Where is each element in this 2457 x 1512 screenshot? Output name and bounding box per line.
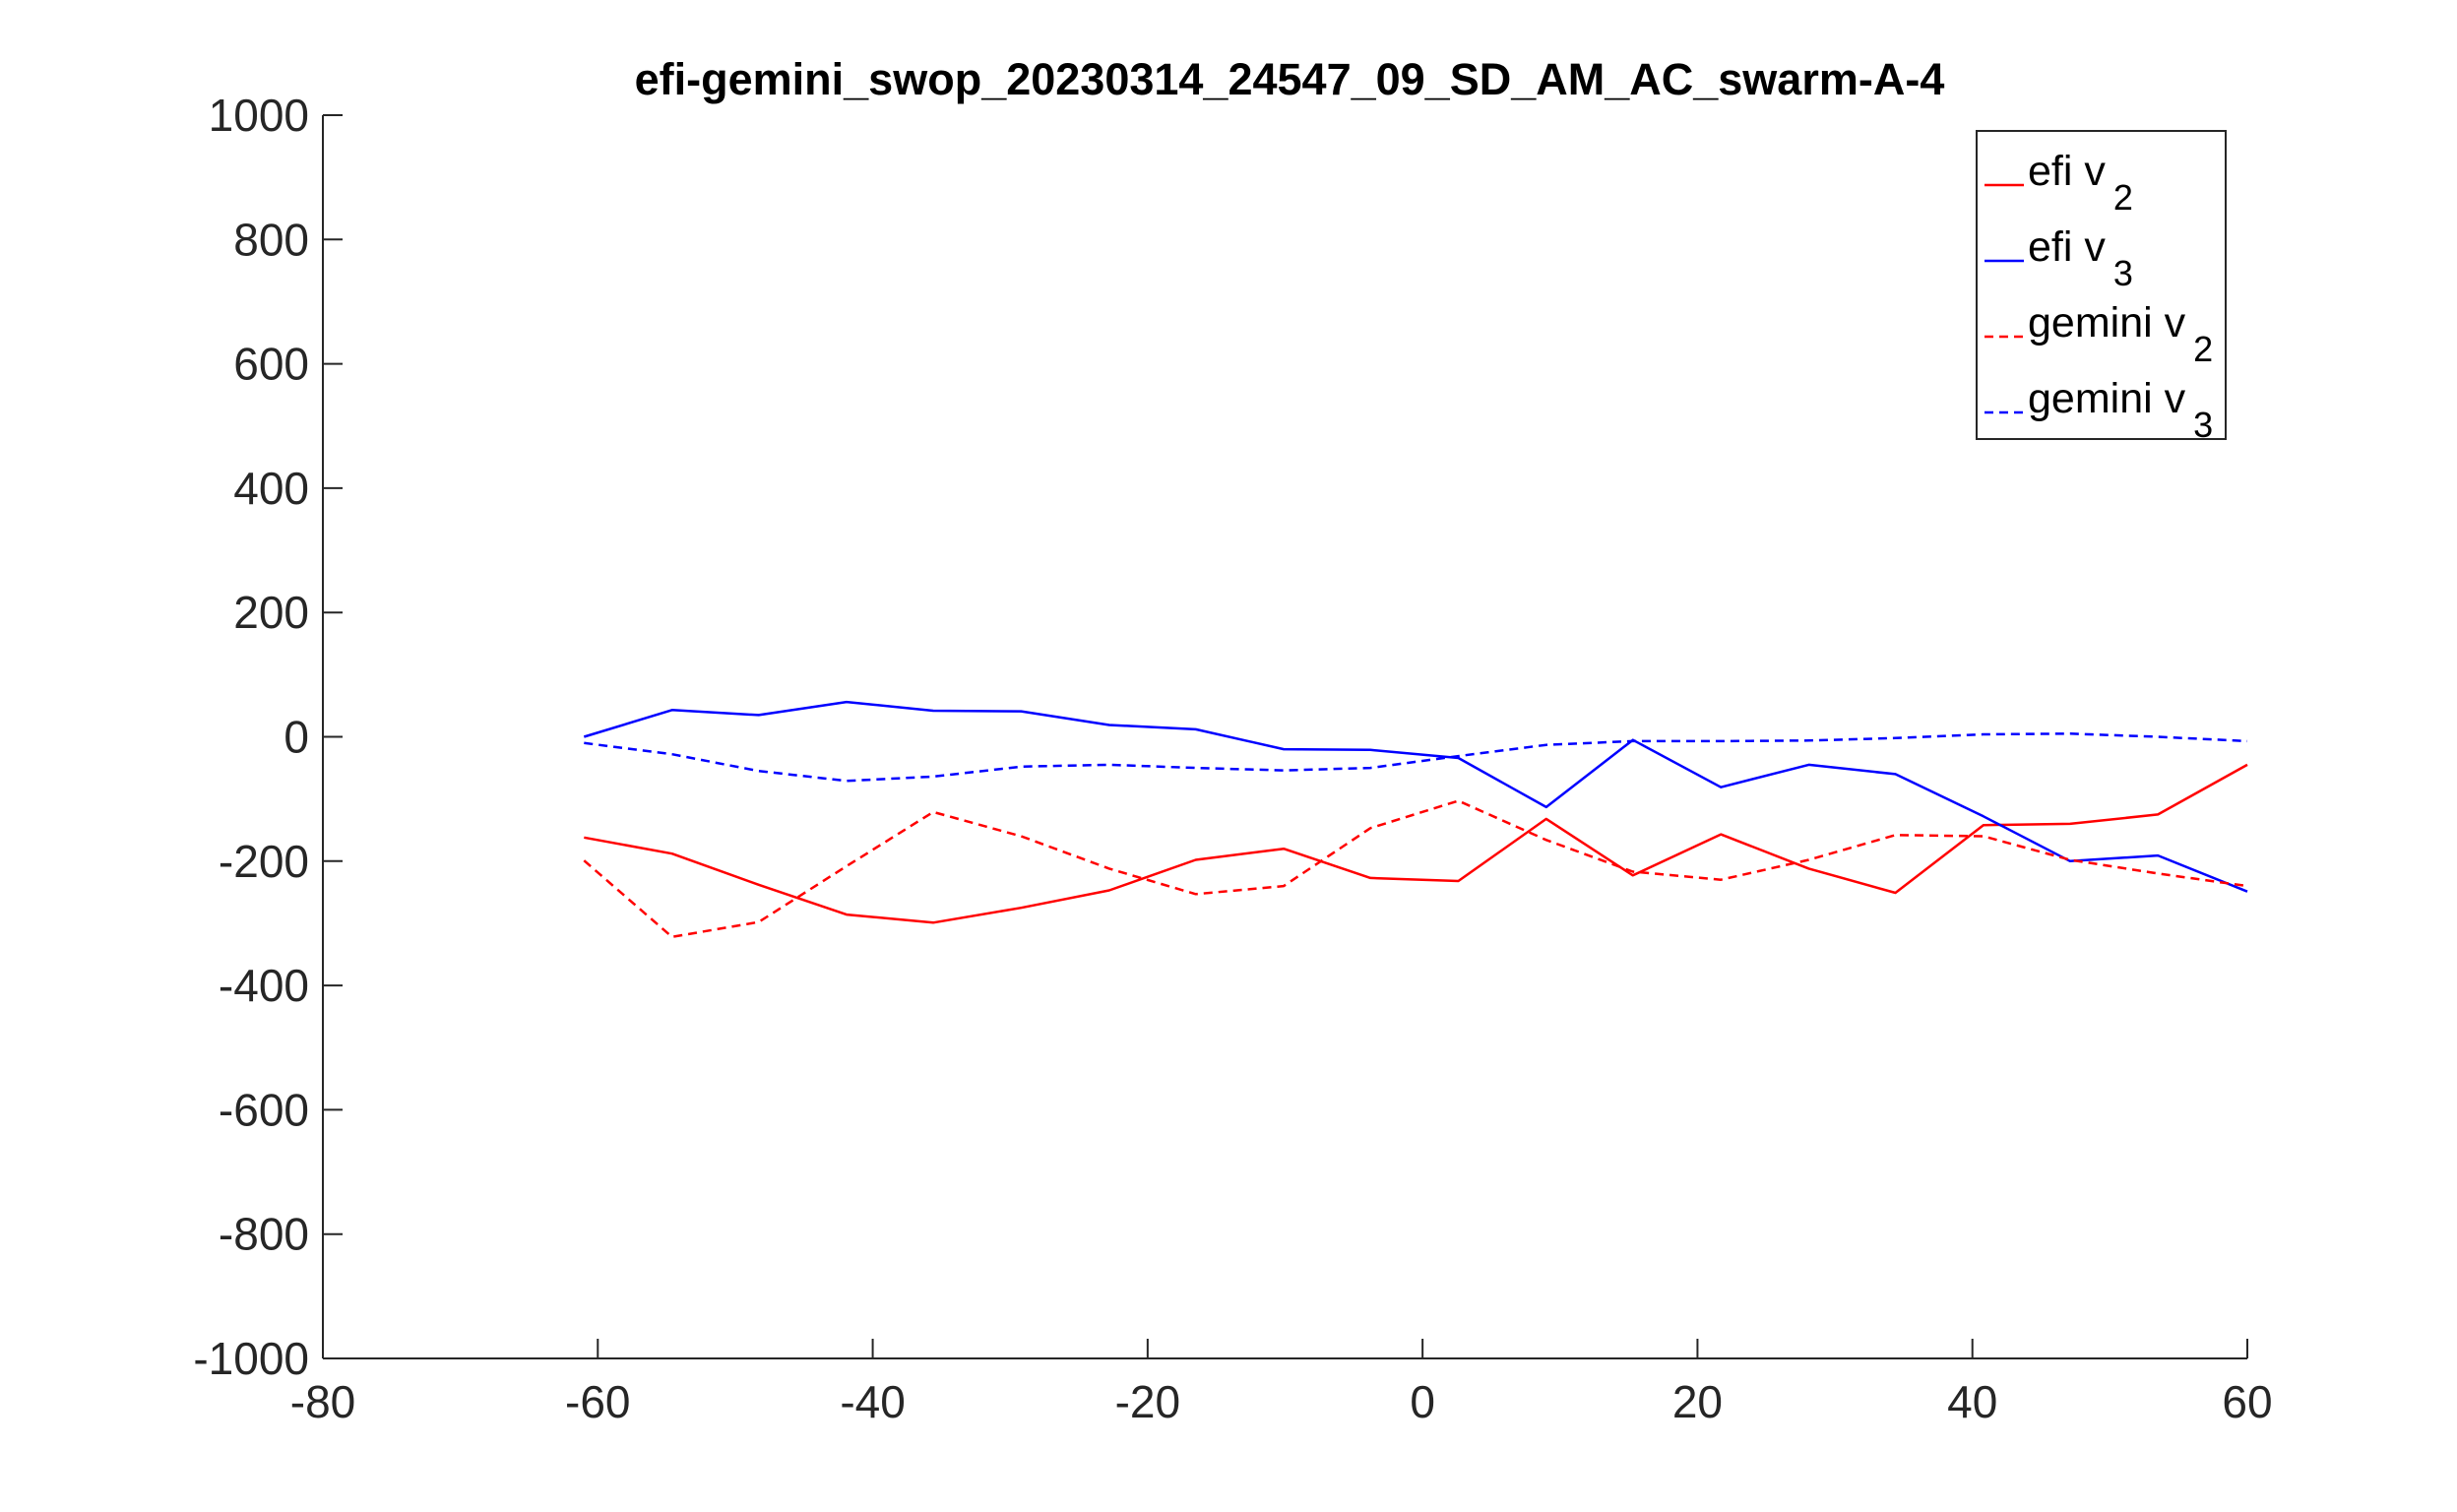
y-tick-label: -200 [219, 836, 309, 887]
series-line-1 [584, 763, 2248, 924]
x-tick-label: 0 [1410, 1376, 1435, 1427]
axes: -80 -60 -40 -20 0 20 40 6010008006004002000-200… [193, 90, 2272, 1427]
chart-title: efi-gemini_swop_20230314_24547_09_SD_AM_… [635, 54, 1945, 104]
x-tick-label: -80 [290, 1376, 355, 1427]
y-tick-label: 0 [284, 712, 309, 763]
legend-label-4: gemini v3 [2028, 375, 2213, 445]
x-tick-label: -60 [565, 1376, 630, 1427]
series-line-4 [584, 732, 2248, 783]
y-tick-label: -600 [219, 1084, 309, 1135]
y-tick-label: -1000 [193, 1333, 309, 1384]
x-tick-label: -40 [840, 1376, 905, 1427]
x-tick-label: -20 [1115, 1376, 1180, 1427]
legend-label-3: gemini v2 [2028, 299, 2213, 369]
y-tick-label: 800 [233, 214, 309, 265]
series-line-3 [583, 799, 2248, 939]
x-tick-label: 20 [1672, 1376, 1723, 1427]
y-tick-label: 400 [233, 463, 309, 514]
y-tick-label: -400 [219, 960, 309, 1011]
x-tick-label: 40 [1947, 1376, 1997, 1427]
series-line-2 [583, 700, 2248, 893]
y-tick-label: 1000 [209, 90, 309, 141]
x-tick-label: 60 [2222, 1376, 2272, 1427]
plot-lines [583, 700, 2248, 939]
y-tick-label: -800 [219, 1209, 309, 1260]
legend-label-1: efi v2 [2028, 148, 2133, 218]
y-tick-label: 600 [233, 339, 309, 390]
legend-box [1976, 130, 2227, 440]
legend-label-2: efi v3 [2028, 223, 2133, 293]
y-tick-label: 200 [233, 587, 309, 638]
